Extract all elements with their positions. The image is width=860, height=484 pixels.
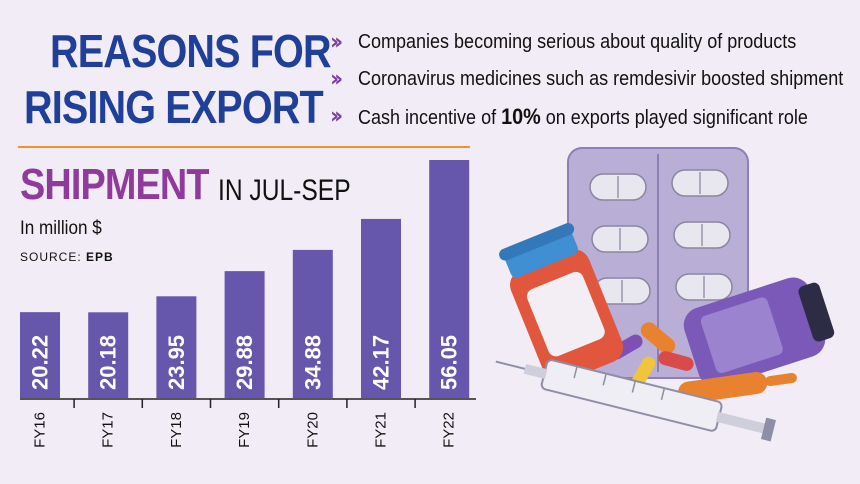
reason-item: ›› Cash incentive of 10% on exports play… [330,98,860,135]
value-label-FY22: 56.05 [437,335,462,390]
value-label-FY19: 29.88 [232,335,257,390]
value-label-FY21: 42.17 [369,335,394,390]
x-tick-label-FY21: FY21 [373,412,390,448]
double-chevron-icon: ›› [330,67,343,92]
x-tick-label-FY17: FY17 [100,412,117,448]
reasons-list: ›› Companies becoming serious about qual… [330,24,860,135]
value-label-FY16: 20.22 [28,335,53,390]
x-tick-label-FY20: FY20 [304,412,321,448]
x-tick-label-FY16: FY16 [32,412,49,448]
value-label-FY20: 34.88 [300,335,325,390]
x-tick-label-FY18: FY18 [168,412,185,448]
value-label-FY18: 23.95 [164,335,189,390]
cash-incentive-value: 10% [501,103,541,129]
bar-FY17 [88,312,129,398]
double-chevron-icon: ›› [330,30,343,55]
bar-chart: 20.22 20.18 23.95 29.88 34.88 42.17 56.05 FY16 F… [20,160,476,448]
bar-FY22 [429,160,470,398]
headline-line-1: REASONS FOR [50,25,332,77]
double-chevron-icon: ›› [330,104,343,129]
reason-text: Companies becoming serious about quality… [358,31,797,53]
reason-text: Coronavirus medicines such as remdesivir… [358,68,844,90]
bar-FY18 [156,296,197,398]
chart-subtitle: IN JUL-SEP [218,174,351,207]
bar-FY21 [361,218,401,398]
x-tick-label-FY19: FY19 [236,412,253,448]
bar-FY19 [224,271,265,398]
reason-item: ›› Companies becoming serious about qual… [330,24,860,61]
bar-FY20 [292,249,333,398]
x-tick-label-FY22: FY22 [441,412,458,448]
source-credit: SOURCE: EPB [20,250,114,264]
divider [18,146,470,148]
chart-title: SHIPMENT [20,160,210,209]
bar-FY16 [20,312,60,398]
value-label-FY17: 20.18 [96,335,121,390]
headline-line-2: RISING EXPORT [24,81,324,133]
medicine-pills-syringe-icon [495,147,835,442]
reason-text: Cash incentive of 10% on exports played … [358,103,808,129]
reason-item: ›› Coronavirus medicines such as remdesi… [330,61,860,98]
unit-label: In million $ [20,218,102,239]
